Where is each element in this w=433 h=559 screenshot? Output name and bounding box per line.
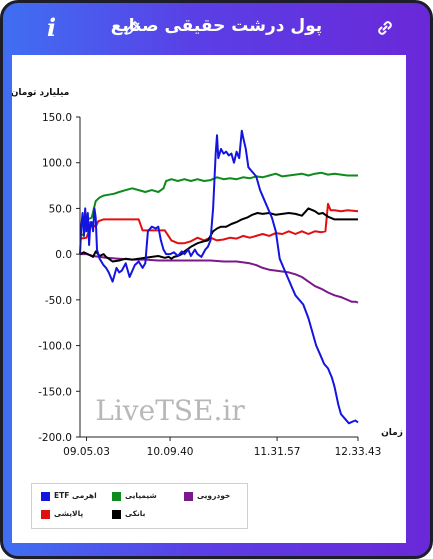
series-line-4 — [79, 207, 358, 263]
legend-label-refinery: پالایشی — [54, 509, 84, 518]
y-tick-label: -200.0 — [38, 432, 72, 444]
page-title: پول درشت حقیقی صنایع — [110, 16, 323, 36]
chart-legend: اهرمی ETF شیمیایی خودرویی پالایشی بانکی — [31, 483, 248, 529]
legend-swatch-chemical — [112, 492, 121, 501]
watermark: LiveTSE.ir — [95, 394, 245, 427]
header-bar: i پول درشت حقیقی صنایع — [3, 3, 430, 55]
y-tick-label: -50.0 — [45, 295, 72, 307]
info-icon[interactable]: i — [47, 13, 57, 42]
x-tick-label: 09.05.03 — [63, 446, 110, 458]
x-tick-label: 12.33.43 — [335, 446, 382, 458]
legend-swatch-bank — [112, 510, 121, 519]
y-tick-label: 0.0 — [55, 249, 72, 261]
y-tick-label: -150.0 — [38, 386, 72, 398]
x-axis-label: زمان — [381, 428, 403, 438]
y-axis-unit-label: میلیارد تومان — [12, 88, 69, 98]
link-icon[interactable] — [375, 18, 395, 38]
series-line-2 — [80, 253, 359, 304]
x-tick-label: 10.09.40 — [147, 446, 194, 458]
series-lines — [79, 129, 359, 425]
x-axis-ticks: 09.05.03 10.09.40 11.31.57 12.33.43 — [63, 437, 381, 458]
series-line-3 — [79, 202, 359, 245]
y-axis-ticks: 150.0 100.0 50.0 0.0 -50.0 -100.0 -150.0 -200.0 — [38, 112, 80, 444]
pencil-icon — [125, 21, 139, 35]
legend-label-chemical: شیمیایی — [125, 491, 157, 500]
chart-panel: میلیارد تومان LiveTSE.ir 150.0 100.0 50.0 0… — [12, 55, 406, 543]
legend-label-bank: بانکی — [125, 509, 146, 518]
x-tick-label: 11.31.57 — [254, 446, 301, 458]
series-line-1 — [79, 171, 358, 237]
legend-swatch-refinery — [41, 510, 50, 519]
chart: میلیارد تومان LiveTSE.ir 150.0 100.0 50.0 0… — [12, 88, 403, 458]
legend-label-auto: خودرویی — [197, 491, 231, 500]
legend-swatch-etf — [41, 492, 50, 501]
legend-swatch-auto — [184, 492, 193, 501]
series-line-0 — [79, 129, 359, 425]
y-tick-label: 50.0 — [49, 203, 72, 215]
y-tick-label: 150.0 — [42, 112, 72, 124]
legend-label-etf: اهرمی ETF — [54, 491, 97, 500]
y-tick-label: -100.0 — [38, 341, 72, 353]
y-tick-label: 100.0 — [42, 158, 72, 170]
